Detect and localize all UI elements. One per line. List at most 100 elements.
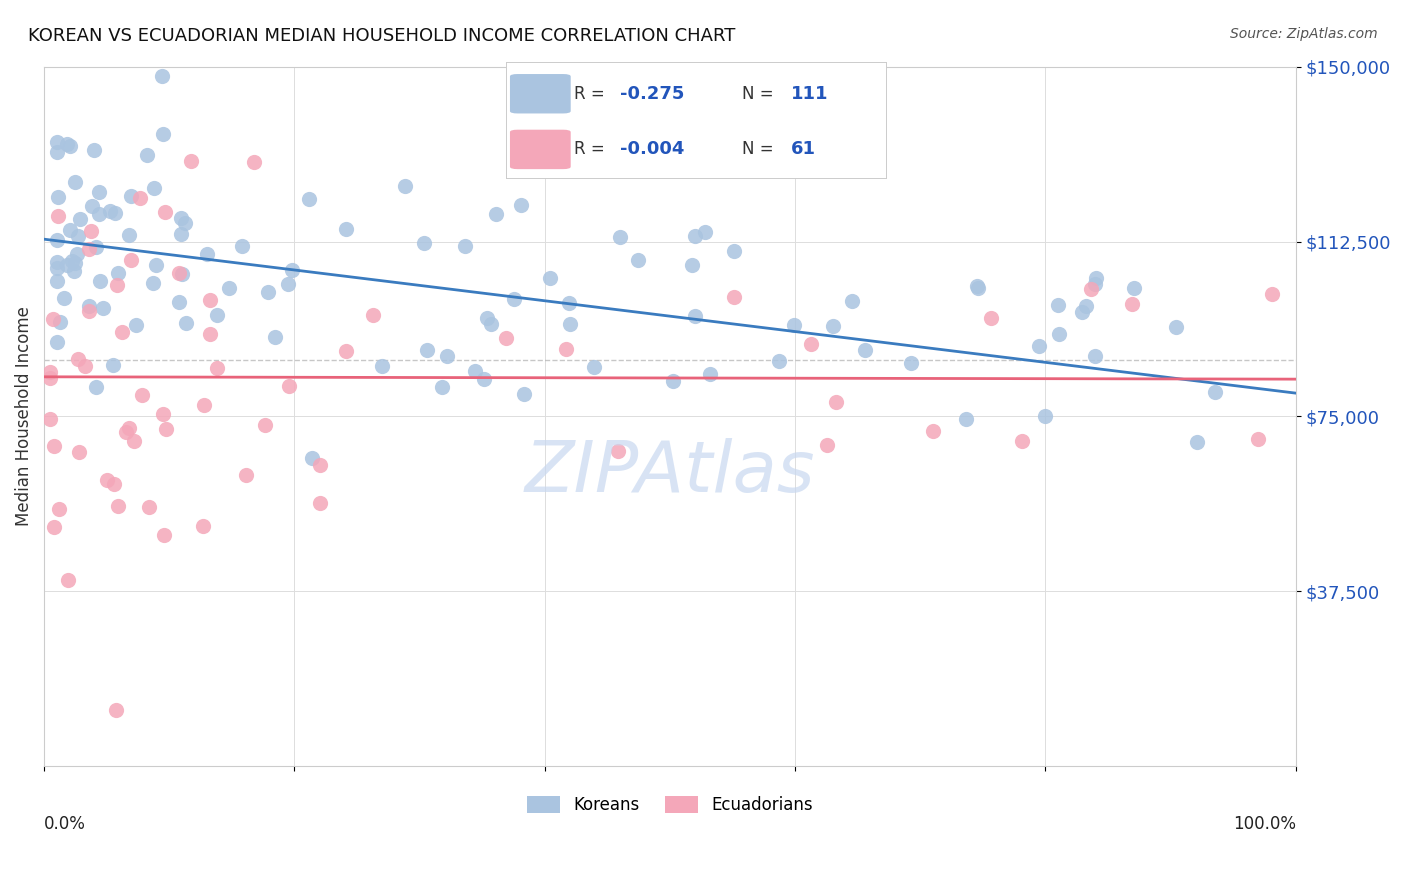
Point: [155, 422, 177, 436]
Point: [475, 310, 498, 325]
Point: [430, 379, 453, 393]
Point: [107, 266, 129, 280]
Point: [662, 375, 685, 389]
Point: [118, 227, 141, 242]
Point: [46, 210, 69, 224]
Point: [1123, 281, 1146, 295]
Point: [39, 371, 62, 385]
Point: [174, 316, 197, 330]
Point: [207, 308, 229, 322]
Text: R =: R =: [575, 140, 610, 159]
Point: [510, 198, 533, 212]
Point: [1260, 287, 1282, 301]
Point: [824, 395, 846, 409]
Point: [308, 458, 330, 472]
Point: [122, 434, 145, 448]
Point: [63, 256, 86, 270]
FancyBboxPatch shape: [510, 129, 571, 169]
Point: [75, 359, 97, 373]
Point: [135, 148, 157, 162]
Point: [231, 238, 253, 252]
Point: [454, 238, 477, 252]
Point: [170, 211, 193, 226]
Point: [193, 519, 215, 533]
Point: [124, 318, 146, 333]
Point: [45, 274, 67, 288]
Point: [66, 247, 89, 261]
Text: N =: N =: [741, 85, 779, 103]
Point: [235, 467, 257, 482]
Point: [1080, 282, 1102, 296]
Point: [606, 444, 628, 458]
Text: -0.004: -0.004: [620, 140, 685, 159]
Point: [841, 293, 863, 308]
Point: [84, 240, 107, 254]
Point: [101, 358, 124, 372]
Point: [152, 407, 174, 421]
Point: [413, 235, 436, 250]
Point: [170, 227, 193, 241]
Point: [42, 519, 65, 533]
Point: [277, 378, 299, 392]
Point: [45, 234, 67, 248]
Y-axis label: Median Household Income: Median Household Income: [15, 307, 32, 526]
Point: [921, 425, 943, 439]
Point: [84, 380, 107, 394]
Point: [63, 263, 86, 277]
Point: [169, 267, 191, 281]
Text: -0.275: -0.275: [620, 85, 685, 103]
Point: [142, 276, 165, 290]
Point: [45, 145, 67, 159]
Point: [96, 473, 118, 487]
Point: [44, 439, 66, 453]
Point: [77, 304, 100, 318]
Point: [693, 225, 716, 239]
Point: [66, 229, 89, 244]
Point: [46, 190, 69, 204]
Point: [117, 421, 139, 435]
Point: [699, 367, 721, 381]
Point: [172, 267, 194, 281]
Point: [69, 212, 91, 227]
Point: [103, 477, 125, 491]
Point: [554, 342, 576, 356]
Point: [155, 204, 177, 219]
Point: [145, 258, 167, 272]
Point: [464, 364, 486, 378]
Point: [1084, 277, 1107, 291]
Point: [128, 191, 150, 205]
Point: [538, 270, 561, 285]
Point: [1121, 297, 1143, 311]
Point: [1164, 320, 1187, 334]
Point: [60, 253, 83, 268]
Point: [560, 318, 582, 332]
Point: [150, 69, 173, 83]
Point: [436, 349, 458, 363]
Text: 61: 61: [790, 140, 815, 159]
Point: [87, 185, 110, 199]
Point: [900, 356, 922, 370]
Point: [100, 203, 122, 218]
FancyBboxPatch shape: [510, 74, 571, 113]
Point: [105, 278, 128, 293]
Point: [254, 417, 277, 432]
Text: Source: ZipAtlas.com: Source: ZipAtlas.com: [1230, 27, 1378, 41]
Point: [416, 343, 439, 358]
Text: KOREAN VS ECUADORIAN MEDIAN HOUSEHOLD INCOME CORRELATION CHART: KOREAN VS ECUADORIAN MEDIAN HOUSEHOLD IN…: [28, 27, 735, 45]
Point: [180, 153, 202, 168]
Point: [394, 179, 416, 194]
Point: [63, 175, 86, 189]
Point: [58, 223, 80, 237]
Point: [967, 281, 990, 295]
Point: [495, 331, 517, 345]
Point: [281, 263, 304, 277]
Point: [485, 207, 508, 221]
Point: [257, 285, 280, 300]
Point: [1076, 299, 1098, 313]
Point: [48, 314, 70, 328]
Point: [955, 412, 977, 426]
Point: [200, 293, 222, 307]
Point: [681, 258, 703, 272]
Point: [243, 154, 266, 169]
Point: [56, 258, 79, 272]
